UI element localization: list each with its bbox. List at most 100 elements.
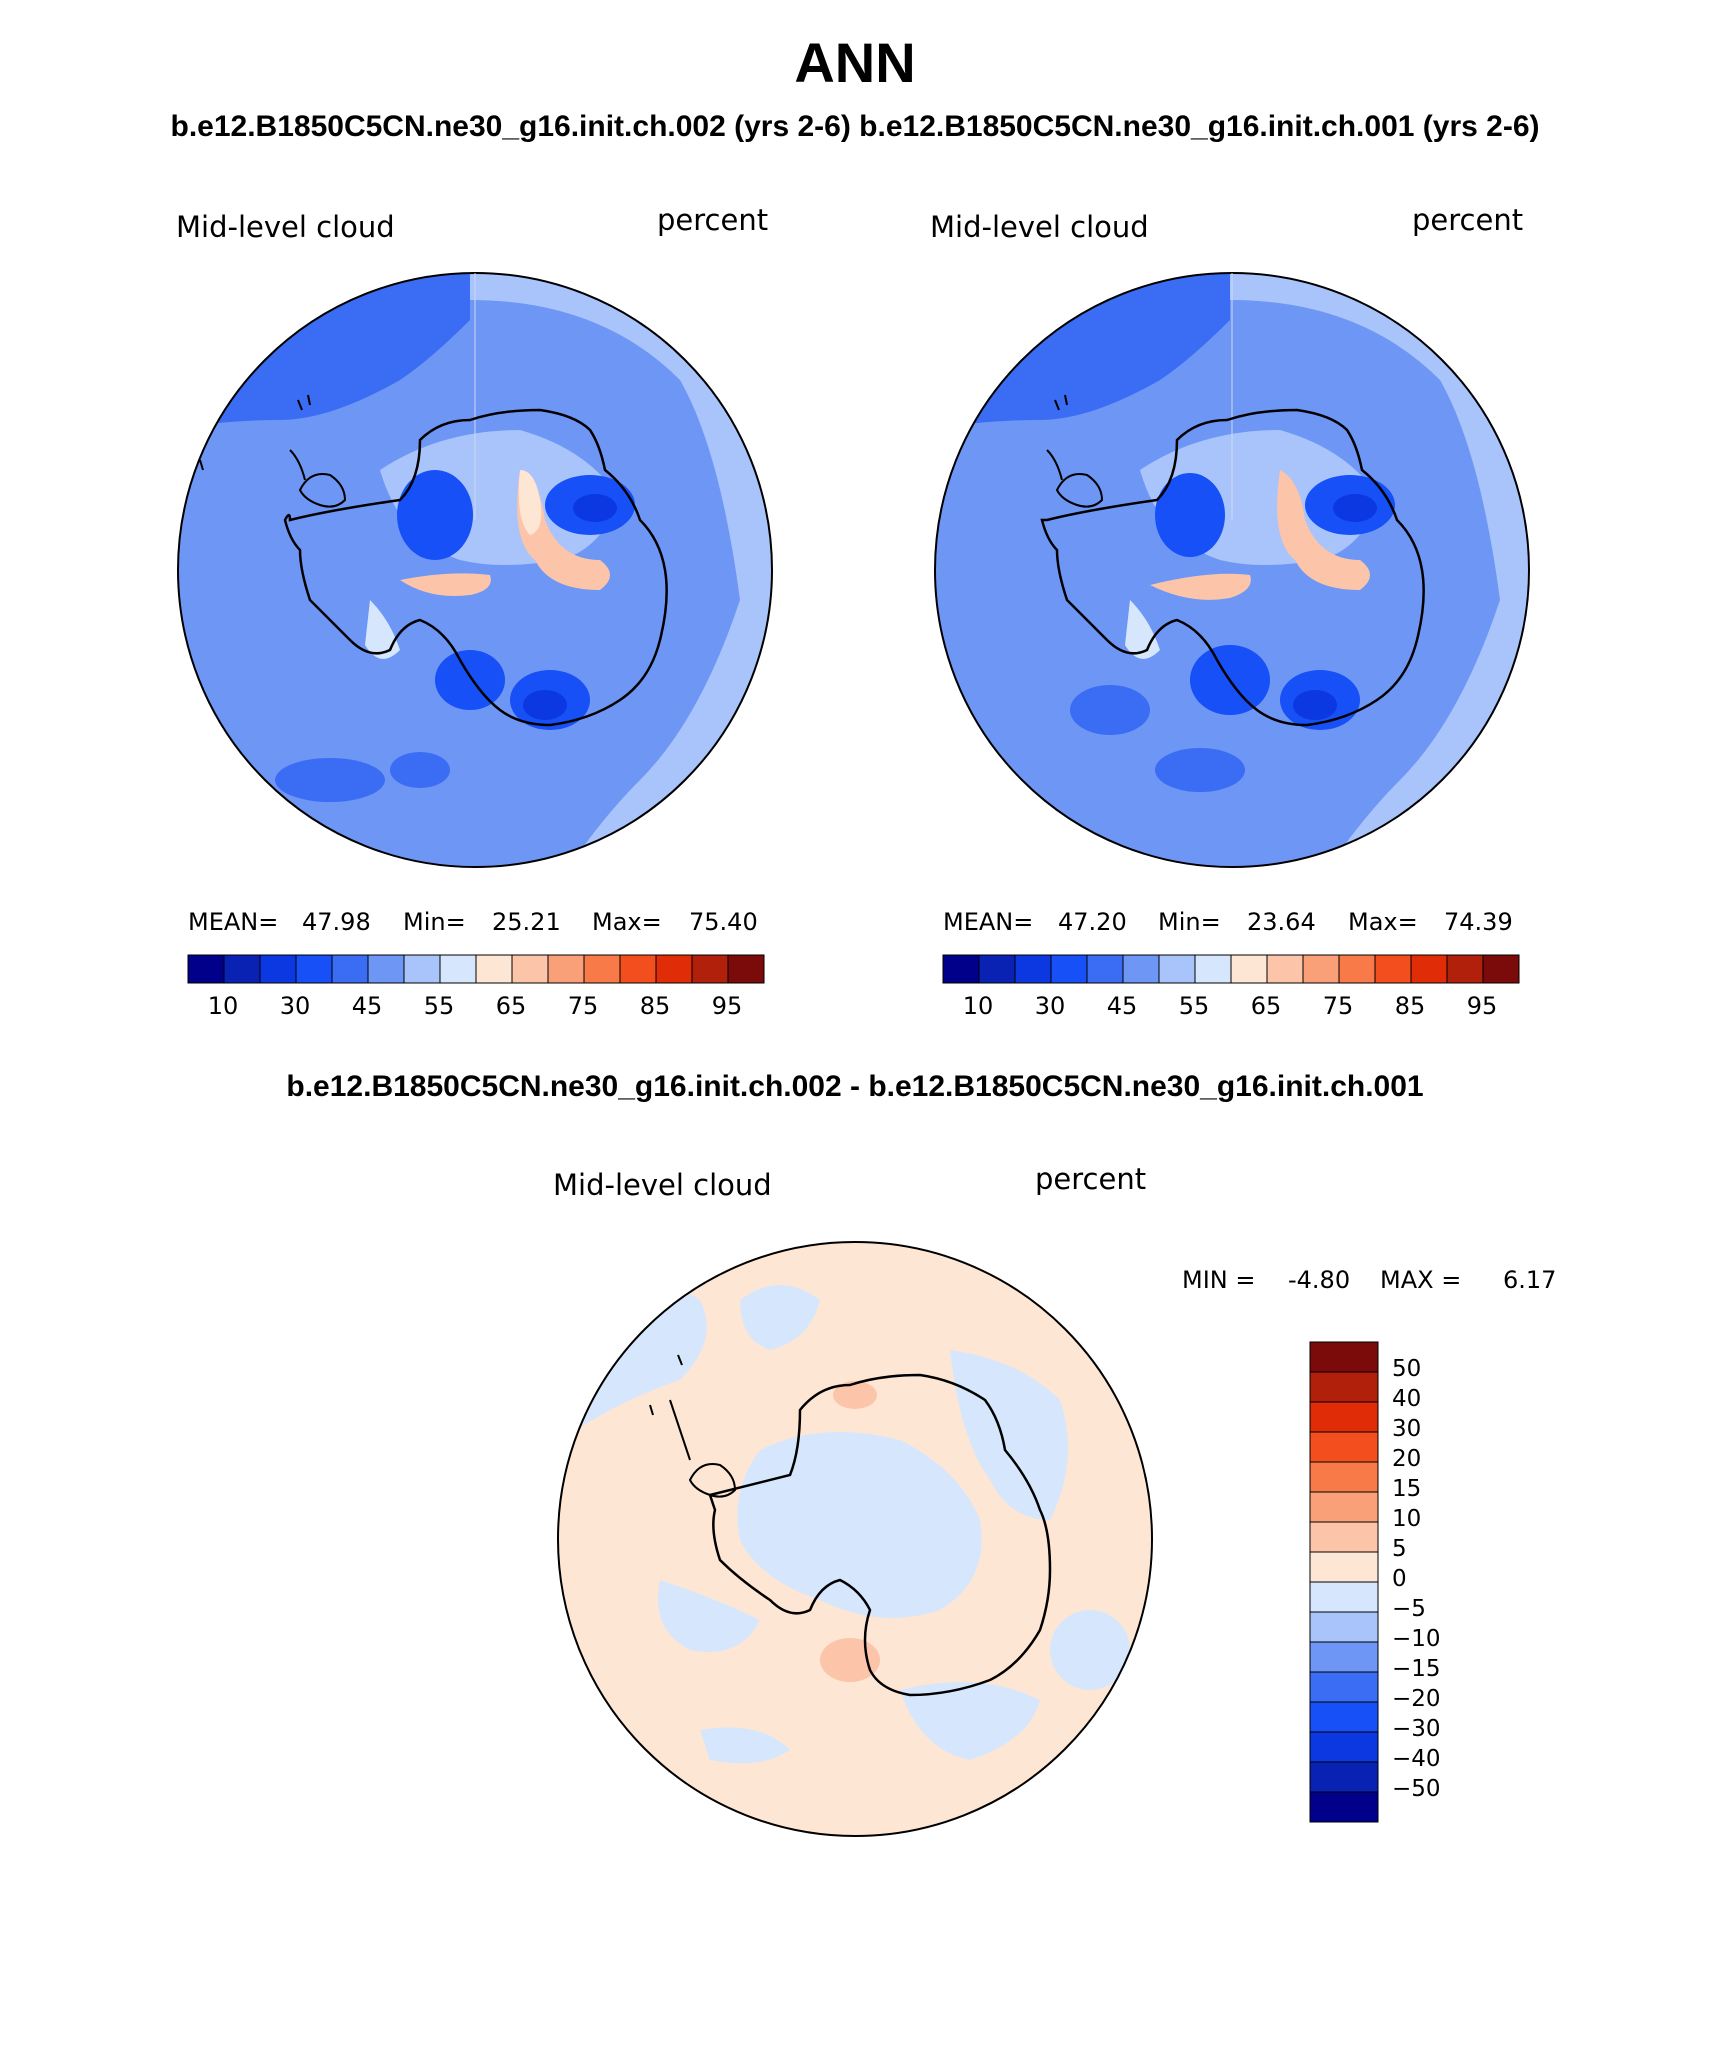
colorbar-swatch <box>1122 954 1160 984</box>
panel2-colorbar-tick: 75 <box>1322 992 1354 1020</box>
panel2-max-value: 74.39 <box>1444 908 1513 936</box>
colorbar-swatch <box>1309 1731 1379 1763</box>
colorbar-swatch <box>1309 1491 1379 1523</box>
diff-max-label: MAX = <box>1380 1266 1462 1294</box>
colorbar-swatch <box>1482 954 1520 984</box>
panel2-units-label: percent <box>1412 203 1524 237</box>
panel1-colorbar <box>187 954 765 984</box>
diff-colorbar-tick: 40 <box>1392 1386 1422 1412</box>
panel1-polar-map <box>177 272 773 868</box>
panel2-colorbar-tick: 45 <box>1106 992 1138 1020</box>
panel1-mean-value: 47.98 <box>302 908 371 936</box>
panel1-colorbar-tick: 30 <box>279 992 311 1020</box>
panel1-colorbar-tick: 55 <box>423 992 455 1020</box>
colorbar-swatch <box>978 954 1016 984</box>
colorbar-swatch <box>1309 1341 1379 1373</box>
colorbar-swatch <box>691 954 729 984</box>
colorbar-swatch <box>1014 954 1052 984</box>
diff-colorbar-tick: 20 <box>1392 1446 1422 1472</box>
panel1-max-value: 75.40 <box>689 908 758 936</box>
diff-units-label: percent <box>1035 1162 1147 1196</box>
colorbar-swatch <box>1302 954 1340 984</box>
colorbar-swatch <box>942 954 980 984</box>
colorbar-swatch <box>259 954 297 984</box>
diff-colorbar-tick: −30 <box>1392 1716 1441 1742</box>
panel2-colorbar-tick: 30 <box>1034 992 1066 1020</box>
colorbar-swatch <box>295 954 333 984</box>
colorbar-swatch <box>1309 1461 1379 1493</box>
panel1-variable-label: Mid-level cloud <box>176 210 395 244</box>
diff-max-value: 6.17 <box>1503 1266 1557 1294</box>
colorbar-swatch <box>1230 954 1268 984</box>
panel2-colorbar-tick: 55 <box>1178 992 1210 1020</box>
panel2-min-value: 23.64 <box>1247 908 1316 936</box>
diff-colorbar-tick: 0 <box>1392 1566 1407 1592</box>
panel2-colorbar-tick: 85 <box>1394 992 1426 1020</box>
colorbar-swatch <box>1309 1431 1379 1463</box>
colorbar-swatch <box>547 954 585 984</box>
panel1-min-value: 25.21 <box>492 908 561 936</box>
diff-variable-label: Mid-level cloud <box>553 1168 772 1202</box>
panel2-max-label: Max= <box>1348 908 1418 936</box>
colorbar-swatch <box>619 954 657 984</box>
colorbar-swatch <box>439 954 477 984</box>
diff-colorbar-tick: 30 <box>1392 1416 1422 1442</box>
colorbar-swatch <box>1266 954 1304 984</box>
diff-colorbar-tick: 10 <box>1392 1506 1422 1532</box>
colorbar-swatch <box>331 954 369 984</box>
colorbar-swatch <box>223 954 261 984</box>
colorbar-swatch <box>1309 1641 1379 1673</box>
panel1-units-label: percent <box>657 203 769 237</box>
diff-colorbar <box>1309 1341 1379 1823</box>
colorbar-swatch <box>655 954 693 984</box>
page-title: ANN <box>794 31 916 94</box>
panel1-colorbar-tick: 85 <box>639 992 671 1020</box>
colorbar-swatch <box>1309 1671 1379 1703</box>
case-comparison-title: b.e12.B1850C5CN.ne30_g16.init.ch.002 (yr… <box>170 110 1540 143</box>
diff-colorbar-tick: 5 <box>1392 1536 1407 1562</box>
panel1-colorbar-tick: 95 <box>711 992 743 1020</box>
colorbar-swatch <box>1338 954 1376 984</box>
diff-colorbar-tick: 15 <box>1392 1476 1422 1502</box>
difference-title: b.e12.B1850C5CN.ne30_g16.init.ch.002 - b… <box>286 1070 1424 1103</box>
panel2-variable-label: Mid-level cloud <box>930 210 1149 244</box>
colorbar-swatch <box>727 954 765 984</box>
colorbar-swatch <box>1194 954 1232 984</box>
panel1-colorbar-tick: 65 <box>495 992 527 1020</box>
colorbar-swatch <box>1086 954 1124 984</box>
colorbar-swatch <box>1309 1551 1379 1583</box>
diff-colorbar-tick: 50 <box>1392 1356 1422 1382</box>
colorbar-swatch <box>475 954 513 984</box>
colorbar-swatch <box>511 954 549 984</box>
diff-polar-map <box>557 1241 1153 1837</box>
colorbar-swatch <box>1309 1371 1379 1403</box>
panel1-mean-label: MEAN= <box>188 908 279 936</box>
panel2-polar-map <box>934 272 1530 868</box>
diff-colorbar-tick: −15 <box>1392 1656 1441 1682</box>
colorbar-swatch <box>1309 1761 1379 1793</box>
diff-min-label: MIN = <box>1182 1266 1256 1294</box>
panel2-colorbar-tick: 95 <box>1466 992 1498 1020</box>
panel2-mean-label: MEAN= <box>943 908 1034 936</box>
diff-colorbar-tick: −20 <box>1392 1686 1441 1712</box>
colorbar-swatch <box>1446 954 1484 984</box>
colorbar-swatch <box>1374 954 1412 984</box>
panel2-colorbar-tick: 10 <box>962 992 994 1020</box>
colorbar-swatch <box>1309 1791 1379 1823</box>
colorbar-swatch <box>367 954 405 984</box>
colorbar-swatch <box>1158 954 1196 984</box>
colorbar-swatch <box>1410 954 1448 984</box>
panel1-colorbar-tick: 10 <box>207 992 239 1020</box>
panel2-mean-value: 47.20 <box>1058 908 1127 936</box>
panel2-colorbar-tick: 65 <box>1250 992 1282 1020</box>
colorbar-swatch <box>1309 1521 1379 1553</box>
colorbar-swatch <box>583 954 621 984</box>
panel1-max-label: Max= <box>592 908 662 936</box>
colorbar-swatch <box>187 954 225 984</box>
panel1-colorbar-tick: 45 <box>351 992 383 1020</box>
colorbar-swatch <box>1309 1701 1379 1733</box>
diff-colorbar-tick: −40 <box>1392 1746 1441 1772</box>
colorbar-swatch <box>1050 954 1088 984</box>
colorbar-swatch <box>1309 1611 1379 1643</box>
panel1-colorbar-tick: 75 <box>567 992 599 1020</box>
